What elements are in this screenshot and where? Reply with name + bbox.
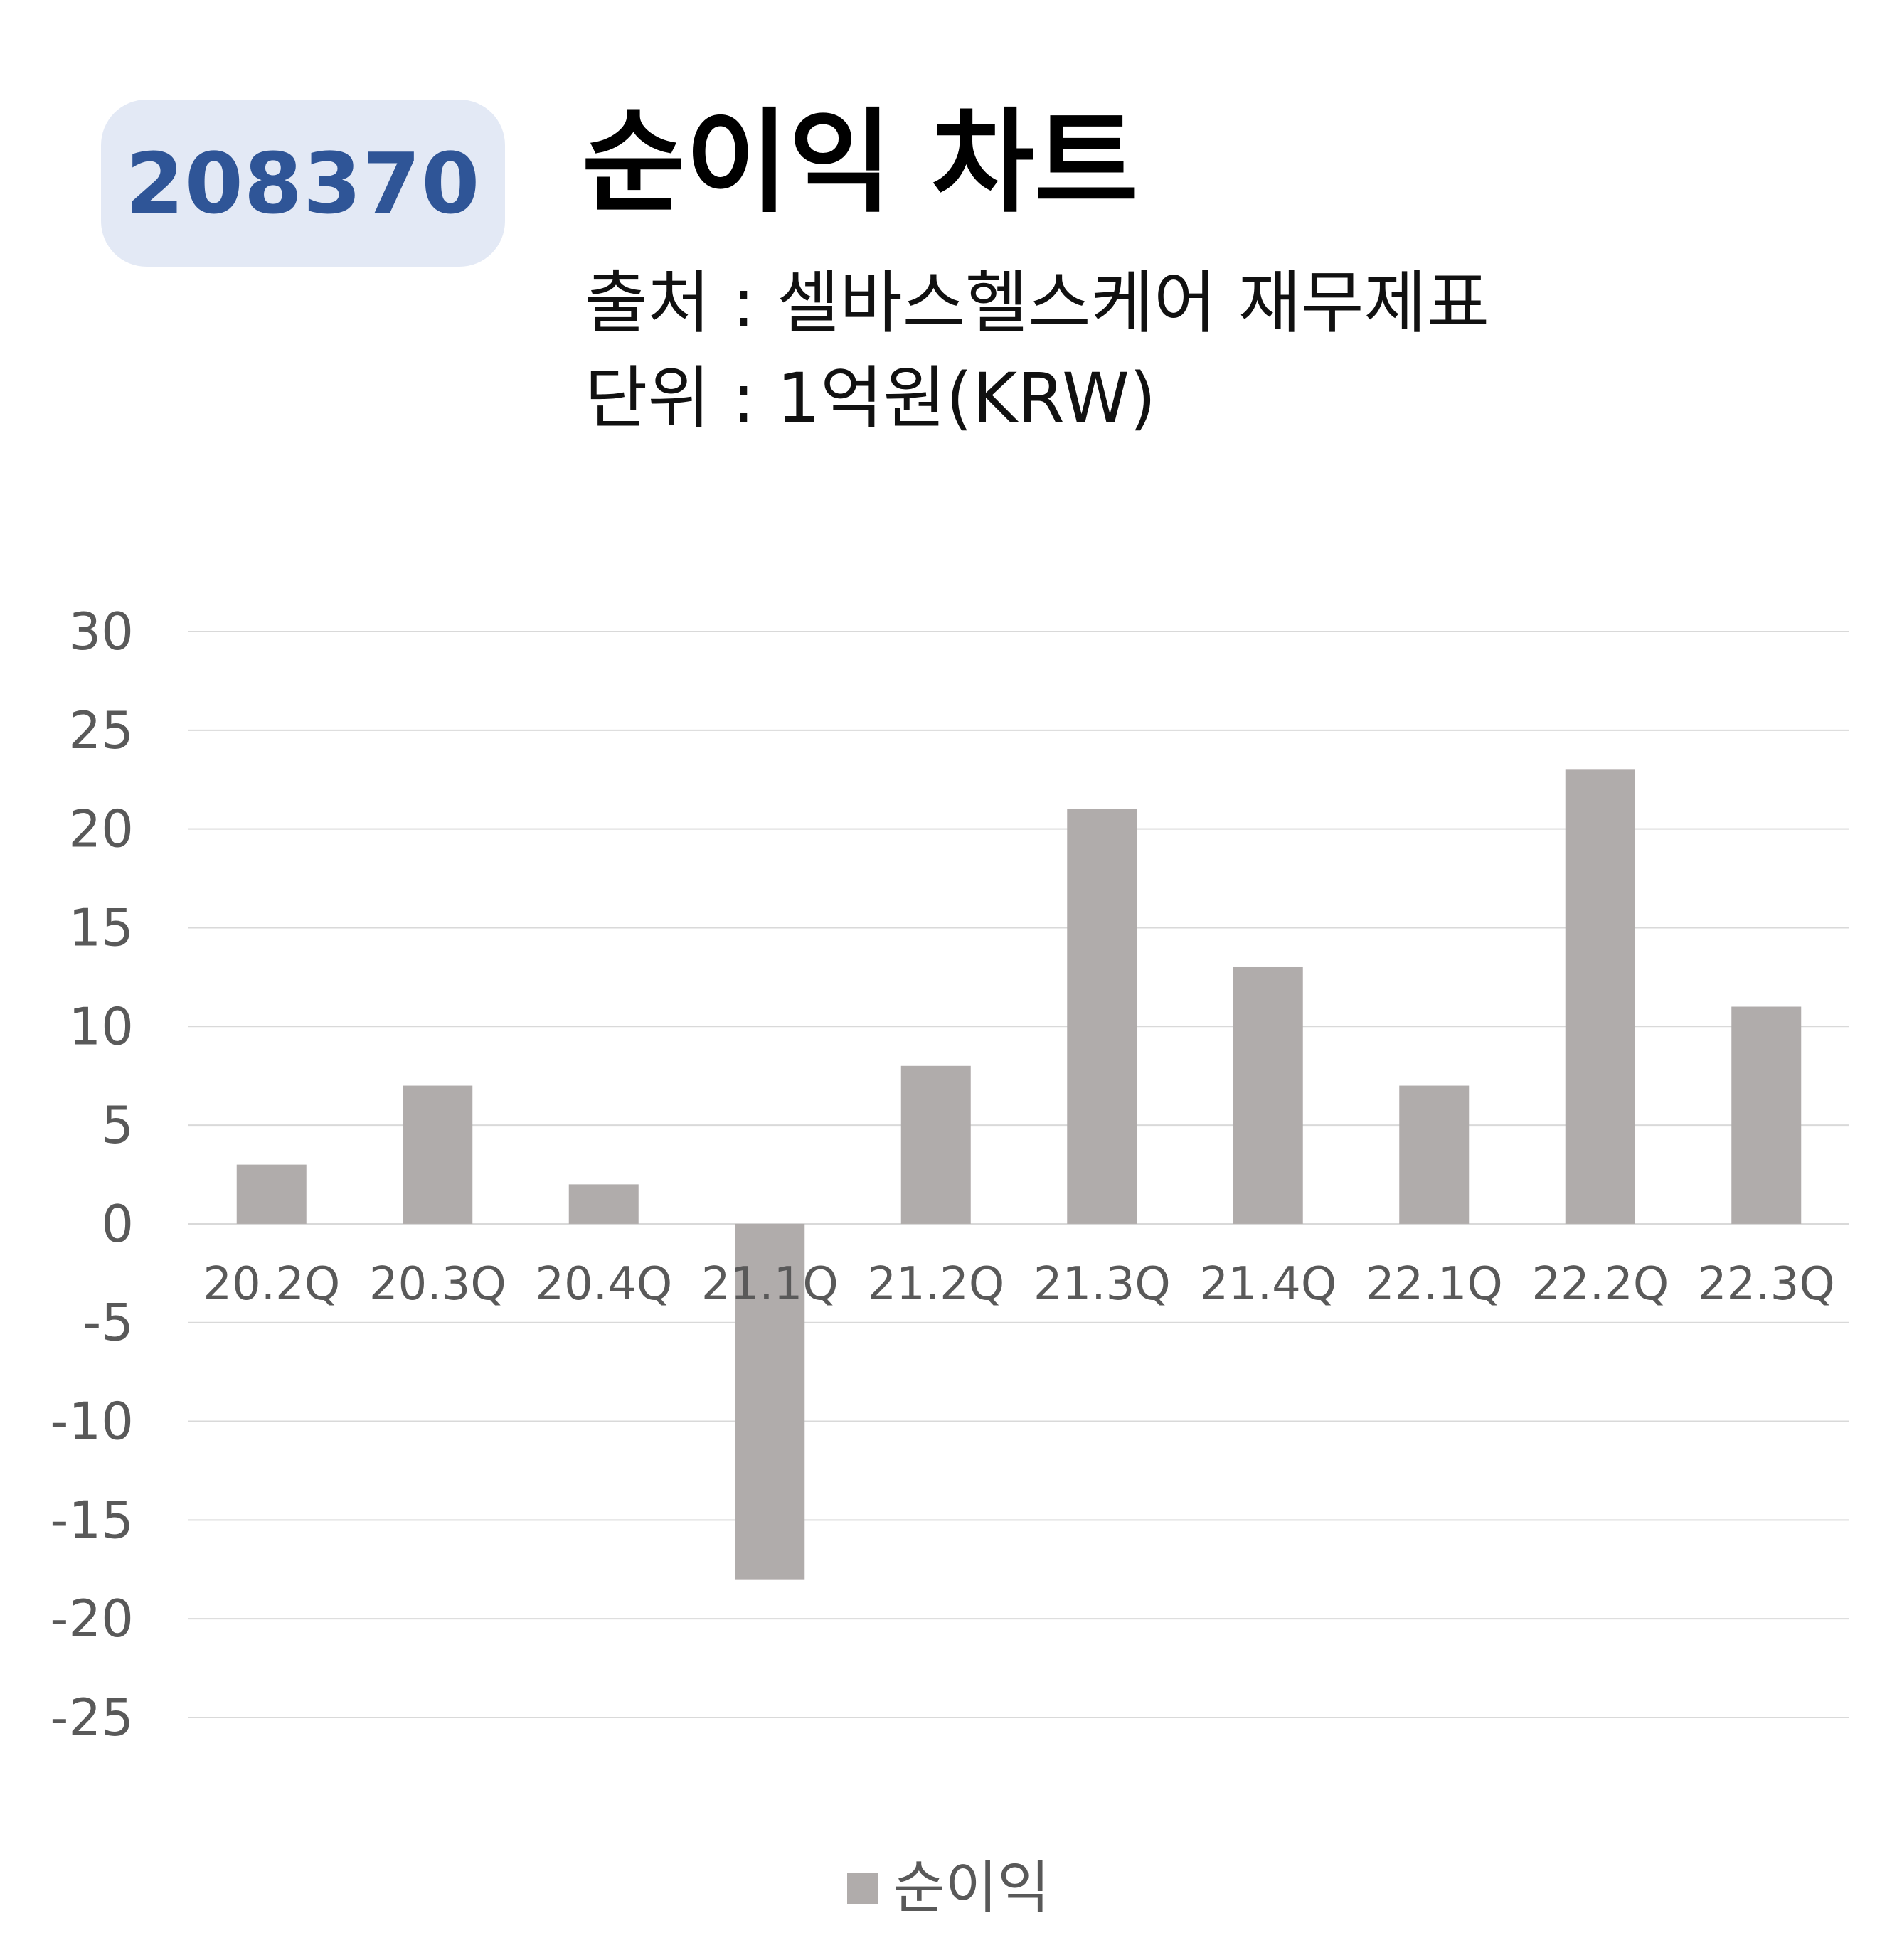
x-tick-label: 21.3Q [1033,1258,1171,1311]
x-tick-label: 21.1Q [701,1258,839,1311]
y-tick-label: -20 [50,1589,134,1649]
stock-code: 208370 [125,134,481,233]
unit-label: 단위 : 1억원(KRW) [585,358,1157,438]
y-tick-label: -5 [83,1293,134,1353]
y-tick-label: -10 [50,1392,134,1452]
y-tick-label: -25 [50,1688,134,1747]
y-tick-label: 0 [101,1194,134,1254]
bar-22.1Q [1399,1085,1470,1224]
y-tick-label: -15 [50,1490,134,1550]
bar-20.2Q [236,1164,307,1224]
chart-title: 순이익 차트 [582,97,1138,228]
bar-21.4Q [1233,966,1303,1224]
x-tick-label: 22.2Q [1531,1258,1669,1311]
bar-20.4Q [568,1184,639,1224]
y-tick-label: 25 [68,701,134,760]
x-tick-label: 21.4Q [1199,1258,1337,1311]
x-tick-label: 20.4Q [535,1258,672,1311]
source-label: 출처 : 셀바스헬스케어 재무제표 [585,263,1490,343]
legend-swatch [847,1873,879,1904]
x-axis-ticks: 20.2Q 20.3Q 20.4Q 21.1Q 21.2Q 21.3Q 21.4Q 22.1Q… [203,1258,1834,1311]
stock-code-badge: 208370 [101,100,505,267]
x-tick-label: 22.3Q [1698,1258,1835,1311]
legend: 순이익 [0,1860,1897,1917]
y-tick-label: 30 [68,602,134,661]
bar-22.2Q [1565,769,1635,1224]
bar-21.1Q [735,1223,805,1580]
x-tick-label: 20.2Q [203,1258,340,1311]
y-tick-label: 15 [68,898,134,957]
x-tick-label: 20.3Q [369,1258,506,1311]
bar-20.3Q [403,1085,473,1224]
x-tick-label: 21.2Q [867,1258,1004,1311]
bar-21.3Q [1067,809,1137,1224]
y-axis-ticks: 30 25 20 15 10 5 0 -5 -10 -15 -20 -25 [50,602,134,1747]
x-tick-label: 22.1Q [1366,1258,1503,1311]
legend-label: 순이익 [893,1855,1050,1921]
y-tick-label: 10 [68,996,134,1056]
y-tick-label: 5 [101,1095,134,1155]
bar-21.2Q [900,1065,971,1224]
bar-22.3Q [1731,1006,1802,1224]
y-tick-label: 20 [68,799,134,859]
bars [236,769,1802,1580]
